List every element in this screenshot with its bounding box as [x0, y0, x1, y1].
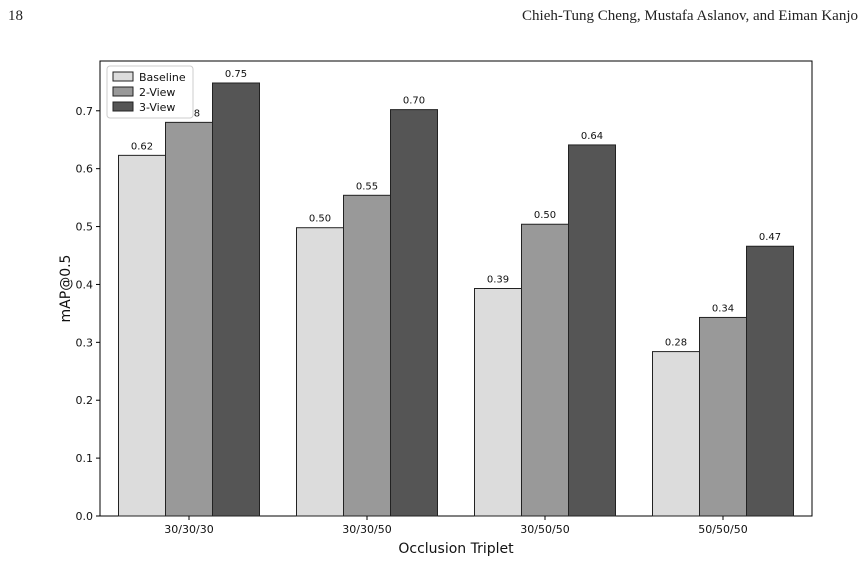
bar-baseline [652, 351, 700, 517]
y-tick-label: 0.1 [76, 452, 94, 465]
bar-3-view [746, 245, 794, 517]
bar-value-label: 0.75 [225, 69, 247, 80]
legend-swatch [112, 86, 134, 97]
legend-swatch [112, 101, 134, 112]
y-tick-label: 0.0 [76, 510, 94, 523]
running-header-authors: Chieh-Tung Cheng, Mustafa Aslanov, and E… [522, 8, 858, 24]
x-tick-label: 50/50/50 [698, 523, 747, 536]
y-tick-label: 0.4 [76, 278, 94, 291]
bar-value-label: 0.55 [356, 181, 378, 192]
x-tick-label: 30/30/50 [342, 523, 391, 536]
y-axis-label: mAP@0.5 [58, 255, 74, 323]
bar-baseline [474, 288, 522, 517]
bar-value-label: 0.50 [534, 210, 556, 221]
bar-value-label: 0.47 [759, 232, 781, 243]
y-tick-label: 0.7 [76, 105, 94, 118]
bar-value-label: 0.34 [712, 303, 734, 314]
y-tick-label: 0.3 [76, 336, 94, 349]
bar-value-label: 0.50 [309, 214, 331, 225]
x-tick-label: 30/30/30 [164, 523, 213, 536]
bar-2-view [699, 316, 747, 517]
bar-value-label: 0.39 [487, 275, 509, 286]
y-tick-label: 0.5 [76, 221, 94, 234]
bar-value-label: 0.70 [403, 96, 425, 107]
bar-value-label: 0.62 [131, 141, 153, 152]
y-tick-label: 0.6 [76, 163, 94, 176]
x-tick-label: 30/50/50 [520, 523, 569, 536]
bar-baseline [296, 227, 344, 517]
bar-2-view [521, 223, 569, 517]
bar-2-view [343, 194, 391, 517]
y-tick-label: 0.2 [76, 394, 94, 407]
legend-label: Baseline [139, 71, 186, 84]
x-axis-label: Occlusion Triplet [398, 541, 514, 557]
bar-3-view [568, 144, 616, 517]
bar-3-view [212, 82, 260, 517]
legend-label: 2-View [139, 86, 175, 99]
legend-label: 3-View [139, 101, 175, 114]
legend-swatch [112, 71, 134, 82]
bar-2-view [165, 121, 213, 517]
bar-value-label: 0.28 [665, 338, 687, 349]
bar-value-label: 0.64 [581, 131, 603, 142]
bar-3-view [390, 109, 438, 517]
bar-baseline [118, 154, 166, 517]
page-number: 18 [8, 8, 23, 24]
